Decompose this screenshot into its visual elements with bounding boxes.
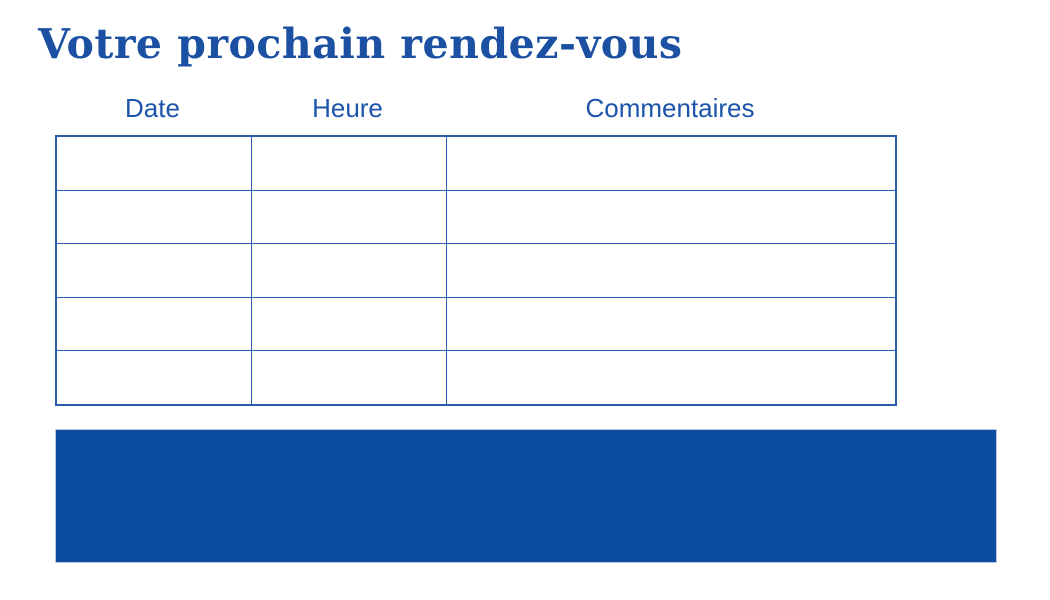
table-cell — [250, 243, 447, 298]
column-header-heure: Heure — [312, 93, 383, 123]
table-column-headers: Date Heure Commentaires — [55, 93, 895, 124]
table-cell — [445, 350, 897, 405]
table-cell — [55, 189, 252, 244]
table-cell — [445, 296, 897, 351]
table-cell — [445, 189, 897, 244]
table-cell — [250, 350, 447, 405]
table-cell — [55, 350, 252, 405]
appointments-table-body — [55, 135, 897, 405]
table-cell — [55, 135, 252, 191]
column-header-date: Date — [125, 93, 180, 123]
table-row — [55, 296, 897, 351]
page-title: Votre prochain rendez-vous — [38, 20, 683, 68]
table-cell — [250, 296, 447, 351]
table-cell — [250, 189, 447, 244]
column-header-commentaires: Commentaires — [585, 93, 755, 123]
table-row — [55, 135, 897, 191]
table-row — [55, 189, 897, 244]
table-cell — [445, 135, 897, 191]
table-cell — [445, 243, 897, 298]
table-cell — [250, 135, 447, 191]
table-row — [55, 243, 897, 298]
table-cell — [55, 243, 252, 298]
footer-banner — [55, 429, 997, 563]
table-cell — [55, 296, 252, 351]
appointments-table — [55, 135, 897, 406]
table-row — [55, 350, 897, 405]
